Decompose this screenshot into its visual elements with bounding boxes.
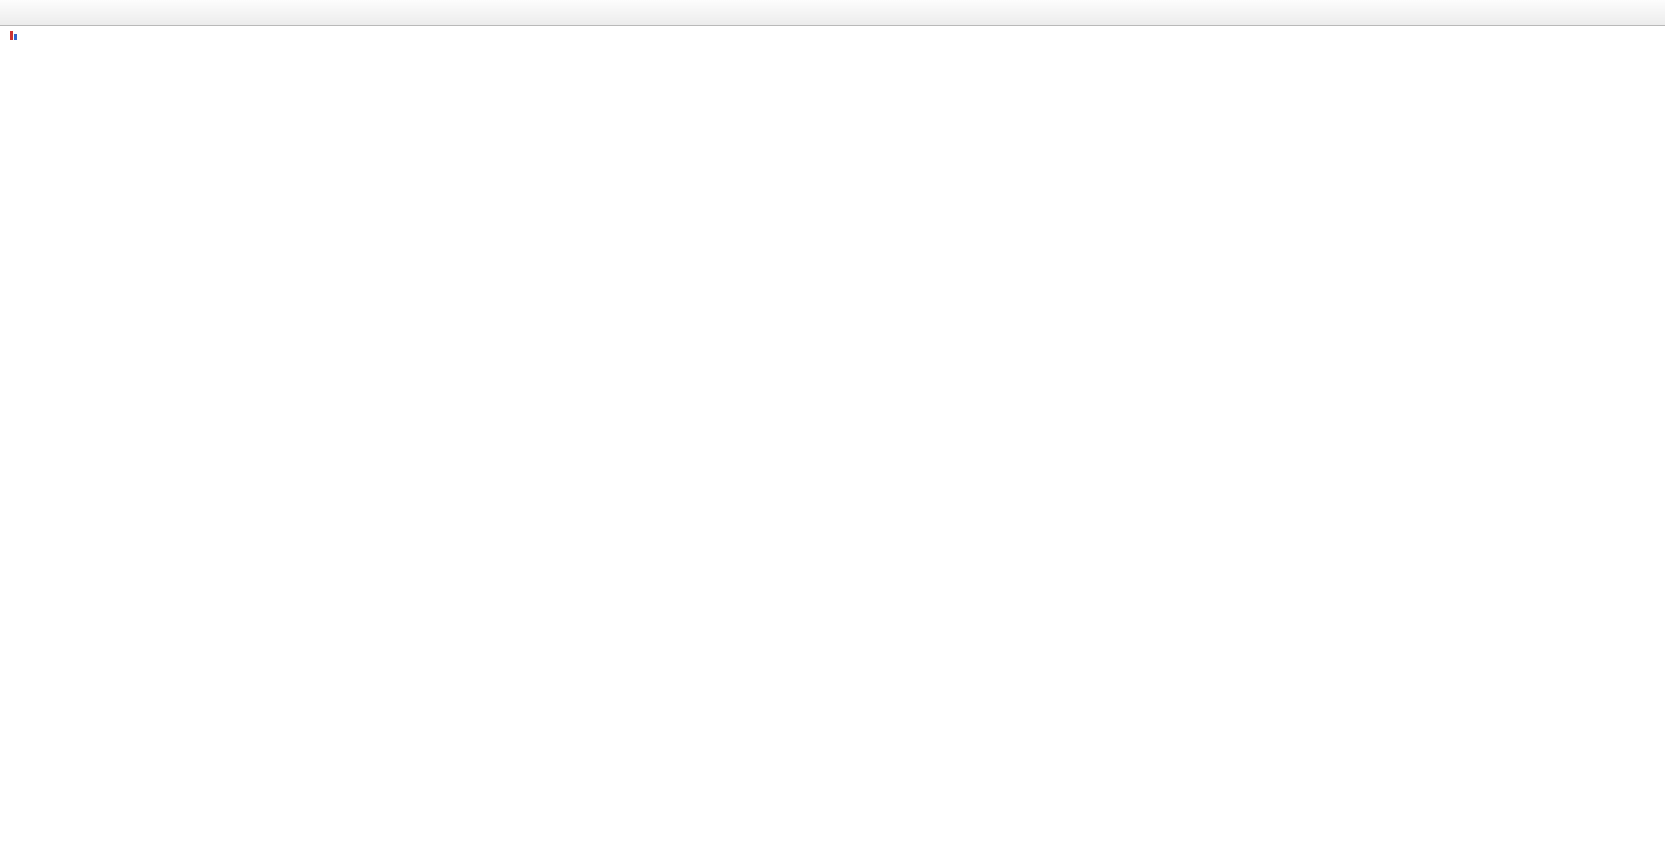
chart-canvas[interactable] bbox=[0, 26, 1665, 844]
chart-window bbox=[0, 26, 1665, 844]
toolbar bbox=[0, 0, 1665, 26]
